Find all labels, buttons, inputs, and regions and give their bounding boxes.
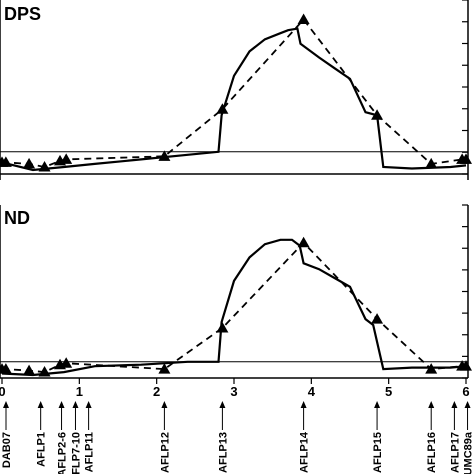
dps-triangle-point [371, 109, 384, 120]
marker-aflp7-10: AFLP7-10 [70, 401, 82, 474]
marker-aflp2-6: AFLP2-6 [57, 401, 69, 474]
nd-triangle-point [216, 321, 229, 333]
marker-aflp17: AFLP17 [449, 401, 461, 473]
nd-triangle-point [23, 364, 36, 376]
marker-arrowhead [300, 401, 307, 408]
marker-aflp1: AFLP1 [36, 401, 48, 467]
marker-label: AFLP14 [299, 431, 311, 473]
nd-markers [0, 236, 472, 377]
marker-label: AFLP12 [159, 432, 171, 473]
x-tick-label: 4 [308, 384, 316, 399]
nd-triangle-point [460, 360, 472, 371]
dps-triangle-point [0, 156, 12, 167]
marker-arrowhead [72, 401, 79, 408]
marker-label: UMC89a [463, 431, 474, 474]
dps-triangle-point [216, 103, 229, 114]
marker-label: AFLP16 [426, 432, 438, 473]
x-tick-label: 3 [230, 384, 237, 399]
nd-panel-label: ND [4, 208, 30, 228]
dps-markers [0, 13, 472, 172]
marker-aflp12: AFLP12 [159, 401, 171, 473]
marker-label: AFLP11 [84, 432, 96, 472]
marker-dab07: DAB07 [1, 401, 13, 468]
marker-aflp16: AFLP16 [426, 401, 438, 473]
dps-triangle-point [23, 157, 36, 169]
panel-nd: ND [0, 204, 472, 379]
marker-label: DAB07 [1, 432, 13, 468]
nd-triangle-point [297, 236, 310, 248]
dps-dashed-curve [2, 18, 466, 168]
x-tick-label: 5 [385, 384, 392, 399]
marker-umc89a: UMC89a [463, 401, 474, 474]
marker-label: AFLP2-6 [57, 432, 69, 474]
dps-triangle-point [38, 160, 51, 172]
marker-label: AFLP7-10 [70, 432, 82, 474]
marker-arrowhead [451, 401, 458, 408]
nd-solid-curve [1, 238, 467, 377]
panel-dps: DPS [0, 0, 472, 180]
nd-triangle-point [371, 313, 384, 324]
marker-labels: DAB07 AFLP1 AFLP2-6 AFLP7-10 AFLP11 AFLP12 AFL… [1, 401, 474, 474]
nd-triangle-point [0, 363, 12, 374]
x-tick-label: 2 [153, 384, 160, 399]
marker-aflp13: AFLP13 [217, 401, 229, 473]
marker-label: AFLP17 [449, 432, 461, 473]
dps-right-ticks [462, 0, 468, 175]
x-tick-label: 1 [76, 384, 83, 399]
marker-arrowhead [464, 401, 471, 408]
nd-triangle-point [425, 363, 438, 374]
marker-arrowhead [3, 401, 9, 408]
nd-triangle-point [60, 357, 73, 368]
marker-aflp15: AFLP15 [372, 401, 384, 473]
marker-arrowhead [161, 401, 168, 408]
x-tick-label: 6 [462, 384, 469, 399]
marker-arrowhead [428, 401, 435, 408]
marker-label: AFLP1 [36, 432, 48, 467]
marker-arrowhead [374, 401, 381, 408]
marker-label: AFLP13 [217, 432, 229, 473]
x-tick-label: 0 [0, 384, 6, 399]
marker-aflp11: AFLP11 [84, 401, 96, 472]
dps-solid-curve [1, 27, 467, 172]
x-axis-ticks: 0 1 2 3 4 5 6 [0, 378, 470, 399]
nd-right-ticks [462, 204, 468, 379]
marker-arrowhead [37, 401, 44, 408]
marker-arrowhead [58, 401, 65, 408]
nd-dashed-curve [2, 241, 466, 374]
marker-aflp14: AFLP14 [299, 401, 311, 473]
dps-triangle-point [158, 150, 171, 161]
marker-arrowhead [85, 401, 92, 408]
dps-triangle-point [297, 13, 310, 25]
dps-triangle-point [460, 153, 472, 164]
dps-triangle-point [60, 153, 73, 164]
dps-panel-label: DPS [4, 4, 41, 24]
marker-arrowhead [219, 401, 226, 408]
nd-triangle-point [158, 363, 171, 374]
nd-triangle-point [38, 366, 51, 377]
dps-triangle-point [425, 157, 438, 169]
marker-label: AFLP15 [372, 432, 384, 473]
